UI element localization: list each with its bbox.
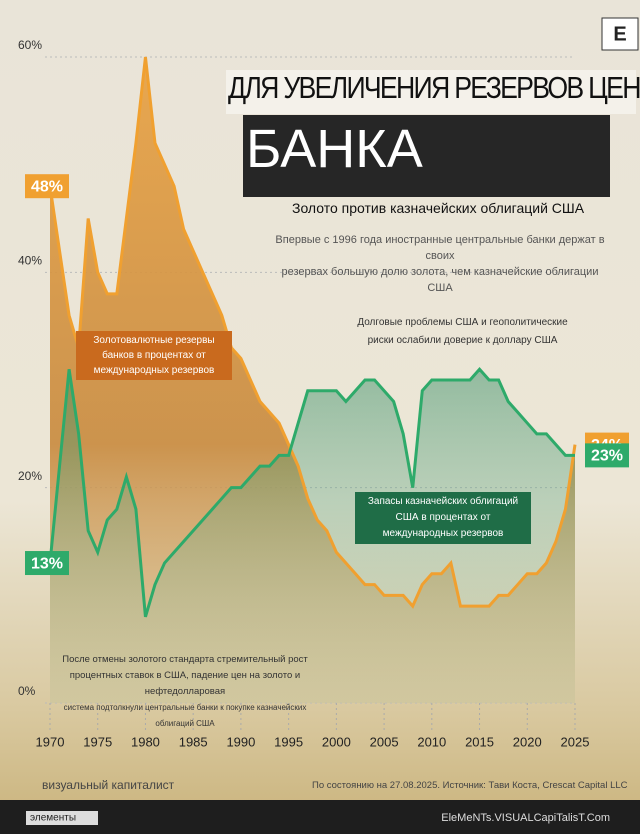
title-bg <box>226 70 636 114</box>
subtitle: Золото против казначейских облигаций США <box>292 200 585 216</box>
value-label-bg <box>25 551 69 576</box>
y-tick-label: 40% <box>18 254 42 268</box>
bottom-tag <box>26 811 98 825</box>
plot: 0% 20% 40% 60% 1970 1975 1980 1985 1990 1995 2000 2… <box>18 38 629 749</box>
x-tick-label: 2010 <box>417 734 446 749</box>
value-label: 13% <box>31 555 63 572</box>
value-label-bg <box>585 443 629 468</box>
brand-logo: визуальный капиталист <box>42 778 175 792</box>
x-tick-label: 1990 <box>226 734 255 749</box>
text-line: резервах большую долю золота, чем казнач… <box>281 266 599 294</box>
y-tick-label: 20% <box>18 469 42 483</box>
x-tick-label: 1975 <box>83 734 112 749</box>
series-label: Запасы казначейских облигаций США в проц… <box>355 492 531 544</box>
value-label-bg <box>25 174 69 199</box>
bottom-left: элементы <box>30 813 76 824</box>
text-line: Впервые с 1996 года иностранные централь… <box>275 234 605 262</box>
x-tick-label: 1980 <box>131 734 160 749</box>
title-line: ДЛЯ УВЕЛИЧЕНИЯ РЕЗЕРВОВ ЦЕНТРАЛЬНОГО <box>228 70 640 105</box>
text-line: риски ослабили доверие к доллару США <box>367 335 558 346</box>
text-line: Долговые проблемы США и геополитические <box>357 317 568 328</box>
series-line <box>48 366 575 618</box>
value-label: 23% <box>591 448 623 465</box>
series-label: Золотовалютные резервы банков в процента… <box>76 331 232 380</box>
x-tick-label: 2025 <box>561 734 590 749</box>
area <box>50 369 575 703</box>
logo-box <box>601 17 639 51</box>
text-line: процентных ставок в США, падение цен на … <box>69 670 301 697</box>
y-tick-label: 0% <box>18 684 36 698</box>
footer-bar <box>0 800 640 834</box>
x-tick-label: 1985 <box>179 734 208 749</box>
x-tick-label: 2020 <box>513 734 542 749</box>
series-line <box>48 56 577 609</box>
bottom-right: ElеMeNTs.VISUALCapiTalisT.Com <box>441 812 610 824</box>
x-tick-label: 2005 <box>370 734 399 749</box>
description: Впервые с 1996 года иностранные централь… <box>270 232 610 296</box>
source: По состоянию на 27.08.2025. Источник: Та… <box>312 780 628 791</box>
text-line: система подтолкнули центральные банки к … <box>63 703 307 728</box>
logo: E <box>613 23 626 45</box>
x-tick-label: 1970 <box>36 734 65 749</box>
title-line: БАНКА <box>246 119 423 179</box>
value-label: 48% <box>31 178 63 195</box>
title-box <box>243 115 610 197</box>
text-line: После отмены золотого стандарта стремите… <box>62 654 308 665</box>
x-tick-label: 1995 <box>274 734 303 749</box>
y-tick-label: 60% <box>18 38 42 52</box>
x-tick-label: 2000 <box>322 734 351 749</box>
annotation: После отмены золотого стандарта стремите… <box>50 652 320 732</box>
annotation: Долговые проблемы США и геополитические р… <box>345 314 580 350</box>
x-tick-label: 2015 <box>465 734 494 749</box>
